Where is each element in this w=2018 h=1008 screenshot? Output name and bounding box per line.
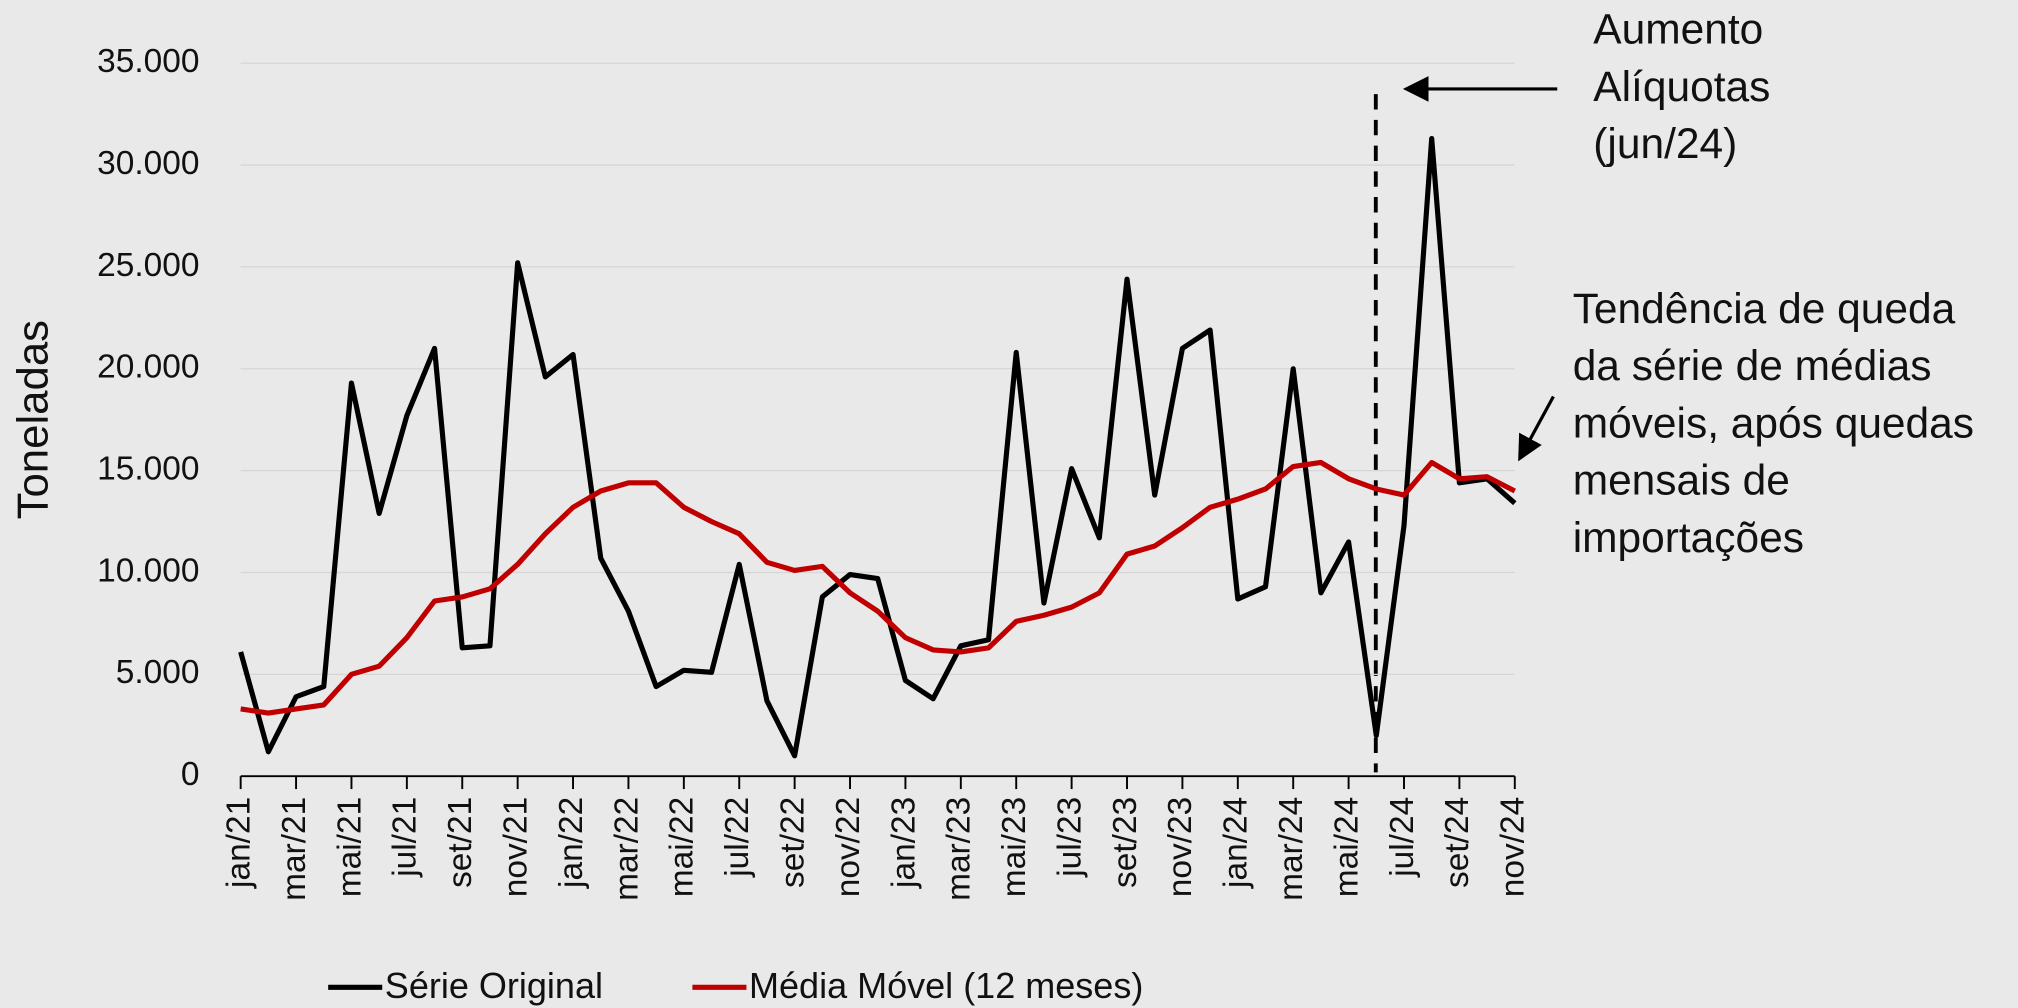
y-tick-label: 10.000 [97, 552, 199, 589]
x-tick-label: nov/24 [1495, 797, 1532, 897]
x-tick-label: jan/21 [221, 797, 258, 889]
x-tick-label: set/22 [774, 797, 811, 888]
annotation: importações [1573, 514, 1804, 561]
x-tick-label: jul/22 [719, 797, 756, 878]
series-line [240, 459, 1516, 716]
annotation: mensais de [1573, 457, 1790, 504]
x-tick-label: set/23 [1107, 797, 1144, 888]
annotation-arrow [1518, 395, 1555, 462]
x-tick-label: mar/23 [941, 797, 978, 901]
y-tick-label: 20.000 [97, 349, 199, 386]
x-tick-label: jan/24 [1218, 797, 1255, 889]
annotation: Alíquotas [1593, 63, 1770, 110]
y-axis-label: Toneladas [9, 320, 58, 519]
y-tick-label: 35.000 [97, 43, 199, 80]
y-tick-label: 25.000 [97, 247, 199, 284]
x-tick-label: mai/24 [1328, 797, 1365, 897]
x-tick-label: mai/21 [331, 797, 368, 897]
y-tick-label: 0 [181, 756, 200, 793]
x-tick-label: mai/22 [664, 797, 701, 897]
y-tick-label: 15.000 [97, 450, 199, 487]
annotation: Aumento [1593, 6, 1763, 53]
x-tick-label: nov/23 [1162, 797, 1199, 897]
x-tick-label: mar/21 [276, 797, 313, 901]
x-tick-label: jul/24 [1384, 797, 1421, 878]
y-tick-label: 30.000 [97, 145, 199, 182]
annotation: (jun/24) [1593, 120, 1737, 167]
y-tick-label: 5.000 [116, 654, 200, 691]
x-tick-label: set/21 [442, 797, 479, 888]
annotation: móveis, após quedas [1573, 399, 1974, 446]
x-tick-label: nov/21 [497, 797, 534, 897]
x-tick-label: mai/23 [996, 797, 1033, 897]
x-tick-label: jan/22 [553, 797, 590, 889]
x-tick-label: mar/22 [608, 797, 645, 901]
legend-label: Média Móvel (12 meses) [749, 965, 1143, 1006]
series-line [238, 136, 1517, 759]
x-tick-label: jul/23 [1051, 797, 1088, 878]
annotation: da série de médias [1573, 342, 1932, 389]
x-tick-label: set/24 [1439, 797, 1476, 888]
x-tick-label: mar/24 [1273, 797, 1310, 901]
x-tick-label: jul/21 [387, 797, 424, 878]
annotation: Tendência de queda [1573, 285, 1956, 332]
x-tick-label: jan/23 [885, 797, 922, 889]
x-tick-label: nov/22 [830, 797, 867, 897]
legend-label: Série Original [385, 965, 603, 1006]
